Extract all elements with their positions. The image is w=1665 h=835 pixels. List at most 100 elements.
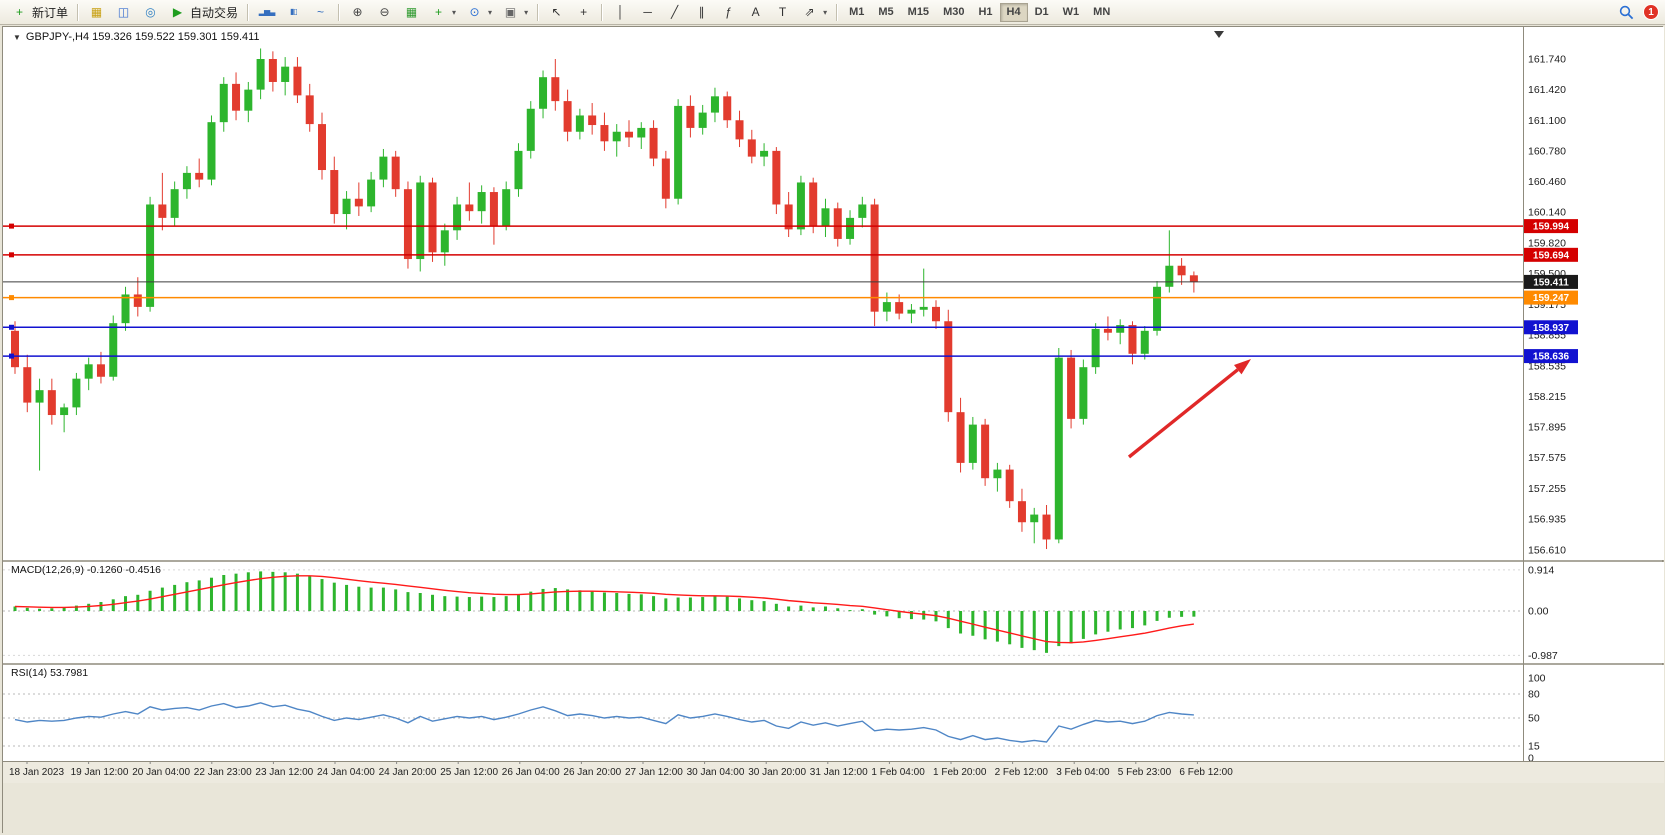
timeframe-button-h4[interactable]: H4 [999, 2, 1028, 22]
candle-body-down [1189, 275, 1198, 282]
macd-histogram-bar [1008, 611, 1012, 645]
chart-shift-marker[interactable] [1214, 31, 1224, 38]
chart-bars-icon: ▂▅▃ [258, 7, 275, 16]
symbol-caret-icon[interactable]: ▼ [13, 32, 21, 42]
level-price-box [1524, 290, 1578, 305]
time-label: 3 Feb 04:00 [1056, 767, 1110, 778]
candle-body-up [1079, 367, 1088, 419]
market-watch-icon[interactable]: ◫ [110, 2, 137, 23]
charts-grid-icon[interactable]: ▦ [83, 2, 110, 23]
macd-histogram-bar [1069, 611, 1073, 644]
candle-body-down [318, 124, 326, 171]
candle-body-up [72, 378, 81, 408]
macd-histogram-bar [860, 609, 864, 611]
timeframe-button-h1[interactable]: H1 [978, 6, 993, 18]
crosshair-icon[interactable]: + [570, 2, 597, 23]
line-handle[interactable] [9, 223, 14, 229]
horizontal-line-icon[interactable]: ─ [634, 2, 661, 23]
macd-histogram-bar [87, 603, 91, 611]
rsi-pane[interactable] [3, 665, 1664, 761]
shapes-button[interactable]: ⇗ ▾ [796, 2, 832, 23]
macd-histogram-bar [492, 597, 496, 611]
candle-body-down [772, 150, 781, 205]
chart-bars-icon[interactable]: ▂▅▃ [253, 2, 280, 23]
macd-histogram-bar [1045, 611, 1049, 653]
macd-histogram-bar [713, 596, 717, 611]
candle-body-down [133, 294, 142, 307]
trend-arrow-line[interactable] [1127, 368, 1239, 459]
candle-body-down [563, 101, 572, 132]
notification-badge[interactable]: 1 [1643, 4, 1659, 20]
macd-histogram-bar [259, 571, 263, 611]
macd-histogram-bar [1094, 611, 1098, 635]
fibonacci-icon[interactable]: ƒ [715, 2, 742, 23]
macd-histogram-bar [25, 607, 29, 611]
bid-price-box [1524, 274, 1578, 289]
price-pane[interactable] [3, 27, 1664, 560]
macd-histogram-bar [136, 594, 140, 611]
dropdown-caret-icon: ▾ [488, 7, 493, 17]
toolbar-separator [601, 3, 604, 21]
line-handle[interactable] [9, 353, 14, 359]
periods-button[interactable]: ⊙ ▾ [461, 2, 497, 23]
search-icon[interactable] [1618, 4, 1635, 21]
candle-body-up [109, 323, 118, 377]
web-terminal-icon[interactable]: ◎ [137, 2, 164, 23]
timeframe-button-w1[interactable]: W1 [1062, 6, 1080, 18]
macd-histogram-bar [480, 596, 484, 611]
line-handle[interactable] [9, 252, 14, 258]
timeframe-button-m5[interactable]: M5 [878, 6, 894, 18]
candle-body-up [919, 306, 928, 310]
macd-scale-label: 0.914 [1528, 564, 1554, 576]
zoom-in-icon[interactable]: ⊕ [344, 2, 371, 23]
candle-body-down [625, 131, 633, 138]
text-icon[interactable]: A [742, 2, 769, 23]
time-label: 30 Jan 04:00 [687, 767, 745, 778]
candle-body-up [182, 172, 191, 190]
vertical-line-icon[interactable]: │ [607, 2, 634, 23]
channel-icon[interactable]: ∥ [688, 2, 715, 23]
price-scale-label: 156.935 [1528, 513, 1566, 525]
candle-body-down [833, 208, 842, 239]
timeframe-button-m15[interactable]: M15 [907, 6, 930, 18]
macd-histogram-bar [308, 575, 312, 611]
macd-histogram-bar [738, 598, 742, 611]
price-scale-label: 157.575 [1528, 452, 1566, 464]
trend-arrow-head[interactable] [1233, 359, 1251, 375]
macd-pane[interactable] [3, 562, 1664, 663]
timeframe-button-d1[interactable]: D1 [1034, 6, 1049, 18]
price-scale-label: 160.140 [1528, 207, 1566, 219]
autotrading-button[interactable]: ▶ 自动交易 [164, 2, 243, 23]
macd-label-text: MACD(12,26,9) -0.1260 -0.4516 [11, 564, 161, 576]
timeframe-button-mn[interactable]: MN [1093, 6, 1111, 18]
macd-histogram-bar [431, 594, 435, 611]
tile-windows-icon[interactable]: ▦ [398, 2, 425, 23]
line-handle[interactable] [9, 324, 14, 330]
text-label-icon[interactable]: T [769, 2, 796, 23]
candle-body-down [47, 390, 56, 416]
macd-histogram-bar [602, 592, 606, 611]
new-order-button[interactable]: + 新订单 [6, 2, 73, 23]
candle-body-down [23, 367, 32, 403]
candle-body-up [821, 208, 830, 226]
add-indicator-button[interactable]: + ▾ [425, 2, 461, 23]
rsi-scale-label: 50 [1528, 713, 1540, 725]
macd-histogram-bar [725, 596, 729, 611]
templates-button[interactable]: ▣ ▾ [497, 2, 533, 23]
toolbar-separator [537, 3, 540, 21]
candle-body-up [170, 189, 179, 218]
line-handle[interactable] [9, 295, 14, 301]
timeframe-button-m1[interactable]: M1 [849, 6, 865, 18]
chart-line-icon[interactable]: ~ [307, 2, 334, 23]
rsi-scale-label: 15 [1528, 741, 1540, 753]
time-label: 26 Jan 04:00 [502, 767, 560, 778]
candle-body-up [1116, 325, 1125, 333]
chart-canvas[interactable]: 161.740 161.420 161.100 160.780 160.460 160.1… [3, 27, 1664, 834]
timeframe-button-m30[interactable]: M30 [943, 6, 965, 18]
chart-candles-icon[interactable]: ▮▯ [280, 2, 307, 23]
trendline-icon[interactable]: ╱ [661, 2, 688, 23]
cursor-icon[interactable]: ↖ [543, 2, 570, 23]
candle-body-down [268, 59, 277, 82]
zoom-out-icon[interactable]: ⊖ [371, 2, 398, 23]
macd-scale-label: -0.987 [1528, 650, 1558, 662]
